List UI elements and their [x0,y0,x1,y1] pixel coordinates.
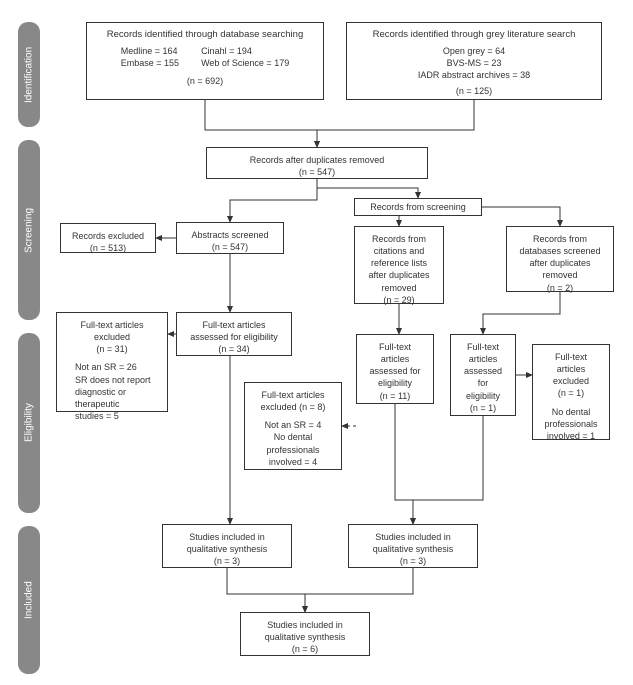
ft-excl-main-s4: studies = 5 [65,410,159,422]
records-excl-1: Records excluded [69,230,147,242]
ft-db-1: Full-text [459,341,507,353]
box-db-search: Records identified through database sear… [86,22,324,100]
box-ft-excl-mid: Full-text articles excluded (n = 8) Not … [244,382,342,470]
box-ft-assessed-cite: Full-text articles assessed for eligibil… [356,334,434,404]
records-excl-2: (n = 513) [69,242,147,254]
ft-excl-db-3: excluded [541,375,601,387]
ft-cite-2: articles [365,353,425,365]
ft-cite-3: assessed for [365,365,425,377]
qual-right-2: qualitative synthesis [357,543,469,555]
from-screening-1: Records from screening [359,201,477,213]
cite-ref-2: citations and [363,245,435,257]
box-qual-final: Studies included in qualitative synthesi… [240,612,370,656]
ft-excl-main-s3: diagnostic or therapeutic [65,386,159,410]
ft-db-5: eligibility [459,390,507,402]
ft-excl-db-s3: involved = 1 [541,430,601,442]
ft-excl-db-4: (n = 1) [541,387,601,399]
ft-cite-4: eligibility [365,377,425,389]
box-qual-left: Studies included in qualitative synthesi… [162,524,292,568]
ft-main-3: (n = 34) [185,343,283,355]
ft-main-2: assessed for eligibility [185,331,283,343]
qual-final-2: qualitative synthesis [249,631,361,643]
ft-excl-mid-1: Full-text articles [253,389,333,401]
ft-excl-main-1: Full-text articles [65,319,159,331]
box-ft-assessed-db: Full-text articles assessed for eligibil… [450,334,516,416]
qual-left-2: qualitative synthesis [171,543,283,555]
stage-included: Included [18,526,40,674]
cite-ref-4: after duplicates [363,269,435,281]
box-grey-search: Records identified through grey literatu… [346,22,602,100]
cite-ref-3: reference lists [363,257,435,269]
grey-bvsms: BVS-MS = 23 [355,57,593,69]
db-medline: Medline = 164 [121,45,179,57]
grey-opengrey: Open grey = 64 [355,45,593,57]
ft-excl-main-s2: SR does not report [65,374,159,386]
db-after-3: after duplicates [515,257,605,269]
qual-final-1: Studies included in [249,619,361,631]
box-after-dup: Records after duplicates removed (n = 54… [206,147,428,179]
qual-right-1: Studies included in [357,531,469,543]
after-dup-2: (n = 547) [215,166,419,178]
db-wos: Web of Science = 179 [201,57,289,69]
stage-eligibility: Eligibility [18,333,40,513]
grey-search-title: Records identified through grey literatu… [355,29,593,42]
cite-ref-1: Records from [363,233,435,245]
ft-excl-main-3: (n = 31) [65,343,159,355]
db-search-title: Records identified through database sear… [95,29,315,42]
ft-db-2: articles [459,353,507,365]
ft-cite-1: Full-text [365,341,425,353]
ft-main-1: Full-text articles [185,319,283,331]
stage-identification: Identification [18,22,40,127]
db-search-total: (n = 692) [95,75,315,87]
cite-ref-6: (n = 29) [363,294,435,306]
db-after-2: databases screened [515,245,605,257]
box-ft-assessed-main: Full-text articles assessed for eligibil… [176,312,292,356]
db-embase: Embase = 155 [121,57,179,69]
grey-total: (n = 125) [355,85,593,97]
box-from-screening: Records from screening [354,198,482,216]
abstracts-1: Abstracts screened [185,229,275,241]
abstracts-2: (n = 547) [185,241,275,253]
db-search-cols: Medline = 164 Embase = 155 Cinahl = 194 … [95,45,315,69]
db-after-1: Records from [515,233,605,245]
grey-iadr: IADR abstract archives = 38 [355,69,593,81]
ft-excl-db-s2: professionals [541,418,601,430]
qual-final-3: (n = 6) [249,643,361,655]
box-abstracts: Abstracts screened (n = 547) [176,222,284,254]
qual-right-3: (n = 3) [357,555,469,567]
after-dup-1: Records after duplicates removed [215,154,419,166]
box-cite-ref-dup: Records from citations and reference lis… [354,226,444,304]
db-after-5: (n = 2) [515,282,605,294]
box-qual-right: Studies included in qualitative synthesi… [348,524,478,568]
db-after-4: removed [515,269,605,281]
ft-excl-db-s1: No dental [541,406,601,418]
ft-excl-main-s1: Not an SR = 26 [65,361,159,373]
qual-left-3: (n = 3) [171,555,283,567]
box-records-excl: Records excluded (n = 513) [60,223,156,253]
ft-excl-mid-2: excluded (n = 8) [253,401,333,413]
ft-excl-main-2: excluded [65,331,159,343]
ft-excl-db-2: articles [541,363,601,375]
ft-excl-mid-s3: professionals [253,444,333,456]
box-ft-excl-main: Full-text articles excluded (n = 31) Not… [56,312,168,412]
box-db-after-dup: Records from databases screened after du… [506,226,614,292]
ft-excl-mid-s4: involved = 4 [253,456,333,468]
db-cinahl: Cinahl = 194 [201,45,289,57]
ft-excl-db-1: Full-text [541,351,601,363]
ft-db-4: for [459,377,507,389]
stage-screening: Screening [18,140,40,320]
ft-db-3: assessed [459,365,507,377]
cite-ref-5: removed [363,282,435,294]
qual-left-1: Studies included in [171,531,283,543]
ft-excl-mid-s1: Not an SR = 4 [253,419,333,431]
ft-db-6: (n = 1) [459,402,507,414]
ft-excl-mid-s2: No dental [253,431,333,443]
ft-cite-5: (n = 11) [365,390,425,402]
box-ft-excl-db: Full-text articles excluded (n = 1) No d… [532,344,610,440]
